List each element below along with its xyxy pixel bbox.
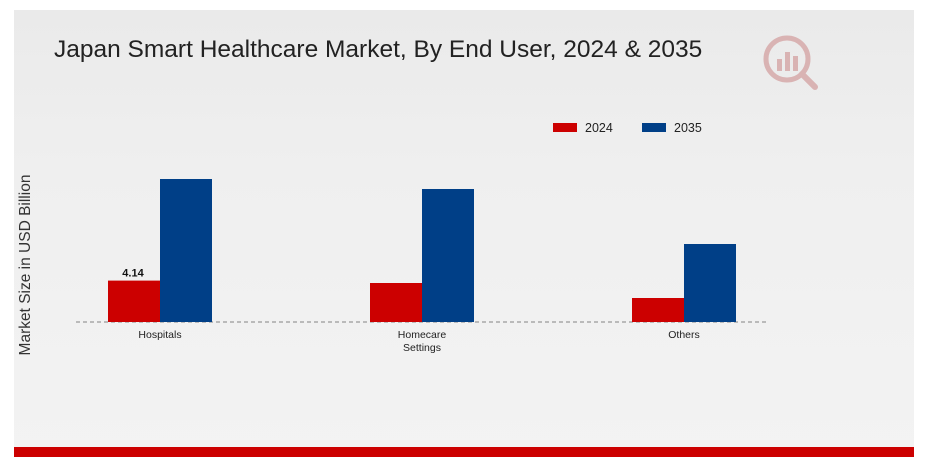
chart-title: Japan Smart Healthcare Market, By End Us… <box>54 36 703 63</box>
y-axis-label: Market Size in USD Billion <box>17 175 34 356</box>
bar-2035-others <box>684 244 736 322</box>
x-tick-label-hospitals: Hospitals <box>138 329 181 341</box>
chart-card: Japan Smart Healthcare Market, By End Us… <box>14 10 914 457</box>
legend-label-2024: 2024 <box>585 121 613 135</box>
legend-swatch-2024 <box>553 123 577 132</box>
bar-2024-hospitals <box>108 280 160 322</box>
legend-swatch-2035 <box>642 123 666 132</box>
data-label-2024-hospitals: 4.14 <box>122 268 144 280</box>
x-tick-label-homecare-settings: Homecare Settings <box>398 329 447 354</box>
market-research-logo-icon <box>763 35 818 90</box>
bar-chart-plot: Market Size in USD Billion Hospitals Home… <box>17 121 769 356</box>
bar-2024-homecare-settings <box>370 283 422 322</box>
bar-2035-homecare-settings <box>422 189 474 322</box>
bar-2024-others <box>632 298 684 322</box>
bar-2035-hospitals <box>160 179 212 322</box>
x-tick-label-others: Others <box>668 329 700 341</box>
footer-accent-bar <box>14 447 914 457</box>
legend-label-2035: 2035 <box>674 121 702 135</box>
